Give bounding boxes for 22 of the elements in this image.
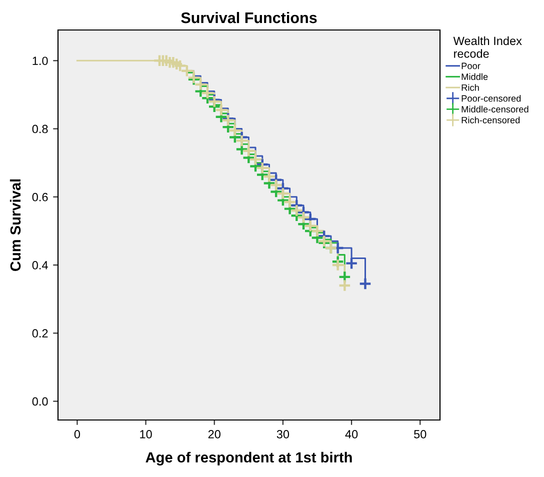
chart-title: Survival Functions [181, 12, 317, 24]
legend-label: Middle [462, 73, 488, 80]
x-tick-label: 10 [140, 430, 152, 438]
y-tick-label: 0.8 [32, 124, 48, 134]
legend-label: Poor-censored [462, 94, 521, 102]
legend-label: Middle-censored [462, 106, 528, 113]
legend-label: Poor [462, 62, 480, 70]
y-tick-label: 0.6 [32, 192, 48, 202]
x-tick-label: 20 [208, 430, 220, 438]
y-tick-label: 0.2 [32, 329, 48, 338]
x-tick-label: 40 [345, 430, 358, 438]
y-tick-label: 1.0 [32, 56, 48, 66]
legend-label: Rich-censored [462, 116, 520, 124]
x-axis-title: Age of respondent at 1st birth [146, 452, 352, 466]
y-tick-label: 0.4 [32, 261, 48, 270]
legend-label: Rich [462, 84, 479, 91]
x-tick-label: 50 [414, 430, 426, 438]
legend-title: Wealth Index recode [453, 36, 522, 58]
y-axis-title: Cum Survival [10, 179, 21, 271]
x-tick-label: 30 [276, 430, 290, 438]
y-tick-label: 0.0 [32, 397, 48, 406]
x-tick-label: 0 [74, 430, 80, 438]
